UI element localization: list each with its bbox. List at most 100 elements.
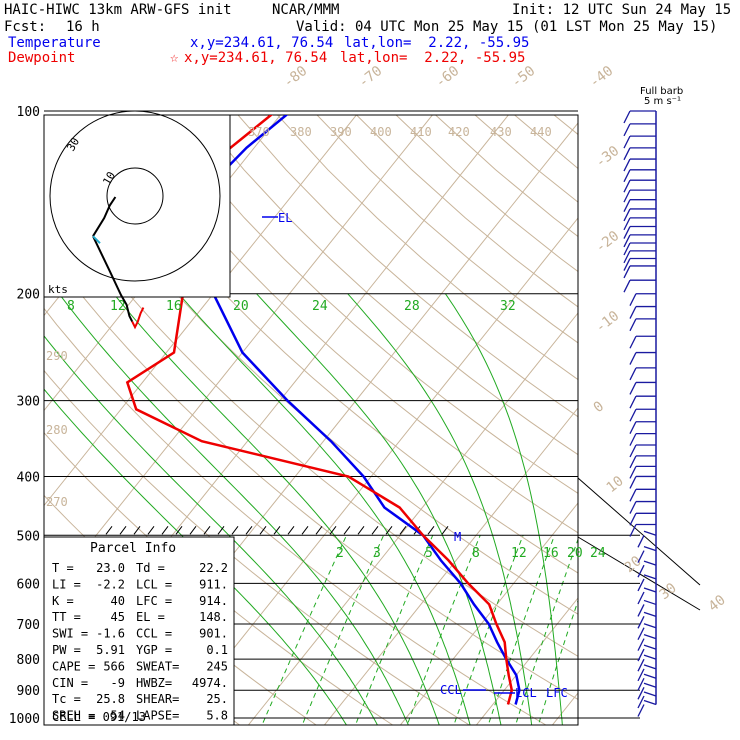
parcel-field-label: LI = [52, 577, 81, 591]
isotherm-label: 10 [604, 473, 627, 496]
moist-adiabat-line [113, 293, 440, 725]
parcel-field-label: LCL = [136, 577, 172, 591]
wind-barb-flag [637, 604, 645, 617]
parcel-field-value: 25.8 [96, 692, 125, 706]
moist-adiabat-line [347, 293, 533, 725]
init-time: Init: 12 UTC Sun 24 May 15 [512, 2, 732, 18]
wind-barb-flag [623, 123, 631, 137]
parcel-field-label: SREH = [52, 709, 95, 723]
wind-barb-flag [637, 578, 645, 592]
temperature-legend: Temperature [8, 35, 101, 51]
parcel-field-label: EL = [136, 610, 165, 624]
parcel-field-value: 901. [199, 627, 228, 641]
mixing-ratio-line [453, 535, 524, 725]
wind-barb-flag [623, 189, 631, 203]
org-title: NCAR/MMM [272, 2, 340, 18]
base-tick-mark [147, 525, 155, 535]
moist-adiabat-line [444, 293, 563, 725]
parcel-field-label: PW = [52, 643, 81, 657]
wind-barb [643, 599, 657, 606]
base-tick-mark [357, 525, 365, 535]
dry-adiabat-line [589, 111, 740, 731]
moist-adiabat-line [44, 388, 348, 725]
pressure-label-600: 600 [17, 577, 40, 592]
wind-barb [643, 560, 657, 566]
mixing-ratio-label: 16 [543, 546, 559, 561]
isotherm-line [551, 692, 578, 725]
base-tick-mark [273, 525, 281, 535]
pressure-label-300: 300 [17, 395, 40, 410]
wind-barb-flag [629, 382, 637, 395]
parcel-field-label: YGP = [136, 643, 172, 657]
dry-adiabat-line [237, 115, 578, 418]
parcel-field-label: Td = [136, 561, 165, 575]
base-tick-mark [371, 525, 379, 535]
parcel-field-label: TT = [52, 610, 81, 624]
parcel-field-value: 5.8 [206, 709, 228, 723]
dry-adiabat-line [44, 182, 578, 657]
parcel-field-value: 566 [103, 659, 125, 673]
base-tick-mark [245, 525, 253, 535]
base-tick-mark [329, 525, 337, 535]
wind-barb [643, 682, 657, 688]
base-tick-mark [399, 525, 407, 535]
mixing-ratio-label: 12 [511, 546, 527, 561]
theta-label: 380 [290, 125, 312, 139]
parcel-field-value: 23.0 [96, 561, 125, 575]
wind-barb-flag [629, 293, 637, 307]
isotherm-line [700, 111, 740, 731]
wind-barb-flag [629, 318, 637, 332]
parcel-field-label: CCL = [136, 627, 172, 641]
mixing-ratio-line [406, 535, 481, 725]
base-tick-mark [441, 525, 449, 535]
parcel-field-value: 54 [111, 709, 125, 723]
parcel-field-label: SWI = [52, 627, 88, 641]
mixing-ratio-label: 2 [336, 546, 344, 561]
isotherm-label: -50 [509, 63, 539, 91]
wind-barb-flag [623, 135, 631, 149]
pressure-label-400: 400 [17, 470, 40, 485]
mixing-ratio-label: 3 [373, 546, 381, 561]
wind-barb [643, 691, 657, 697]
wind-barb-flag [629, 476, 637, 489]
parcel-cell-label: CELL = 091/13 [52, 710, 146, 724]
wind-barb [643, 699, 657, 706]
parcel-field-value: -1.6 [96, 627, 125, 641]
wind-barb-flag [623, 217, 631, 231]
mixing-ratio-line [487, 535, 555, 725]
ccl-annotation: CCL [440, 683, 462, 697]
dewpoint-profile-line [125, 115, 514, 705]
wind-barb-flag [623, 208, 631, 222]
wind-barb-flag [629, 513, 637, 526]
base-tick-mark [189, 525, 197, 535]
wind-barb-flag [637, 638, 645, 651]
parcel-field-label: K = [52, 594, 74, 608]
isotherm-label: -40 [587, 63, 617, 91]
isotherm-label: 40 [706, 592, 729, 615]
wind-barb-flag [629, 433, 637, 446]
theta-e-label: 24 [312, 299, 328, 314]
wind-barb-flag [623, 265, 631, 279]
dry-adiabat-line [513, 115, 578, 170]
wind-barb-flag [623, 169, 631, 183]
base-tick-mark [287, 525, 295, 535]
wind-barb-flag [629, 335, 637, 349]
isotherm-line [247, 312, 578, 725]
parcel-field-value: 911. [199, 577, 228, 591]
mixing-ratio-label: 24 [590, 546, 606, 561]
pressure-label-500: 500 [17, 529, 40, 544]
parcel-field-label: LFC = [136, 594, 172, 608]
pressure-label-200: 200 [17, 288, 40, 303]
parcel-field-label: CAPE = [52, 659, 95, 673]
theta-label: 440 [530, 125, 552, 139]
hodograph-frame [43, 114, 231, 298]
isotherm-label: -60 [433, 63, 463, 91]
wind-barb-flag [637, 658, 645, 672]
dry-adiabat-line [395, 115, 578, 273]
pressure-label-700: 700 [17, 618, 40, 633]
wind-barb-flag [629, 408, 637, 422]
wind-barb-flag [637, 564, 645, 578]
parcel-field-label: HWBZ= [136, 676, 172, 690]
parcel-field-label: CIN = [52, 676, 88, 690]
theta-e-label: 12 [110, 299, 126, 314]
